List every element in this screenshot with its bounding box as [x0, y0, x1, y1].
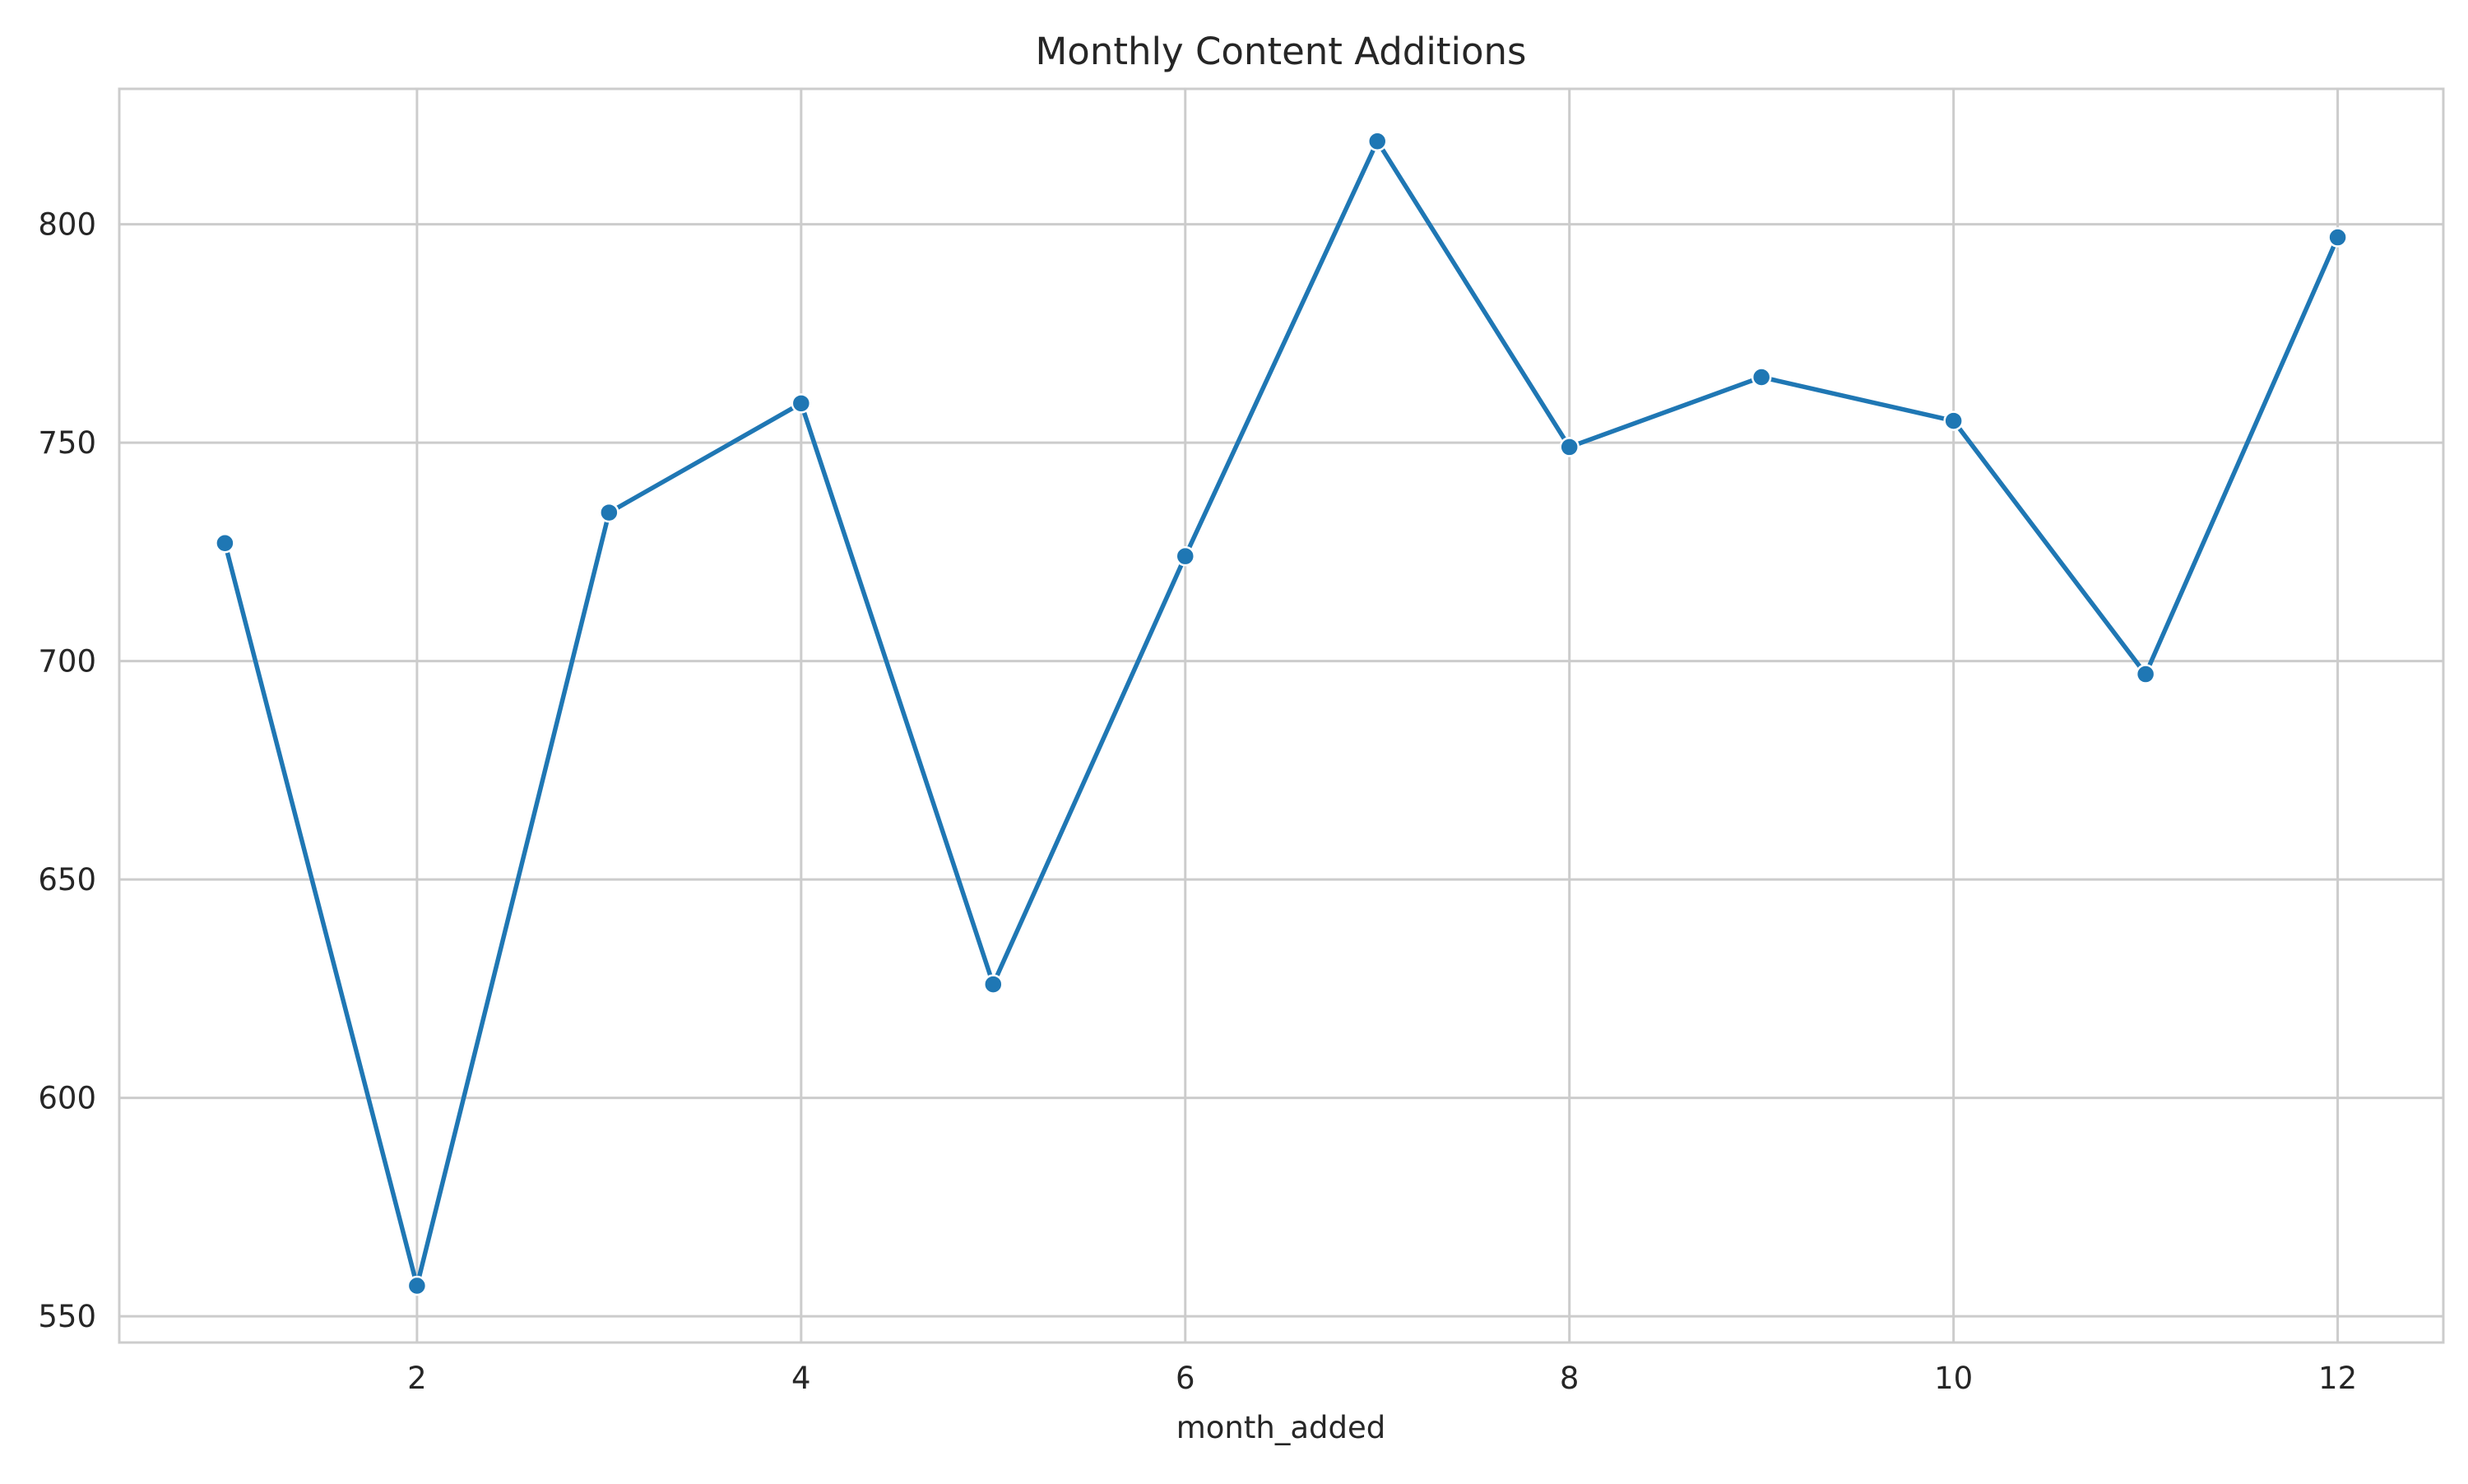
- x-axis-label: month_added: [1176, 1410, 1385, 1445]
- y-tick-label: 600: [38, 1081, 96, 1116]
- x-tick-label: 8: [1560, 1361, 1580, 1396]
- y-tick-label: 750: [38, 425, 96, 461]
- y-tick-label: 800: [38, 207, 96, 243]
- data-point-marker: [1943, 410, 1964, 431]
- grid: [119, 89, 2443, 1343]
- data-point-marker: [1366, 131, 1388, 151]
- data-point-marker: [983, 974, 1004, 995]
- y-tick-label: 700: [38, 644, 96, 679]
- series-group: [215, 131, 2348, 1296]
- data-point-marker: [1175, 545, 1196, 567]
- x-axis-ticks: 2 4 6 8 10 12: [407, 1361, 2357, 1396]
- data-point-marker: [2135, 664, 2156, 684]
- data-point-marker: [2327, 227, 2348, 248]
- data-point-marker: [1751, 367, 1772, 387]
- x-tick-label: 10: [1934, 1361, 1973, 1396]
- x-tick-label: 2: [407, 1361, 427, 1396]
- y-tick-label: 550: [38, 1299, 96, 1334]
- plot-area-frame: [118, 87, 2445, 1344]
- data-point-marker: [1559, 437, 1580, 457]
- data-point-marker: [791, 393, 812, 414]
- data-point-marker: [215, 533, 235, 554]
- chart-title: Monthly Content Additions: [1035, 30, 1526, 73]
- x-tick-label: 6: [1176, 1361, 1195, 1396]
- y-axis-ticks: 550 600 650 700 750 800: [38, 207, 96, 1335]
- x-tick-label: 4: [791, 1361, 811, 1396]
- data-point-marker: [599, 502, 619, 523]
- y-tick-label: 650: [38, 862, 96, 897]
- series-line: [222, 138, 2340, 1288]
- data-point-marker: [406, 1275, 428, 1296]
- x-tick-label: 12: [2318, 1361, 2357, 1396]
